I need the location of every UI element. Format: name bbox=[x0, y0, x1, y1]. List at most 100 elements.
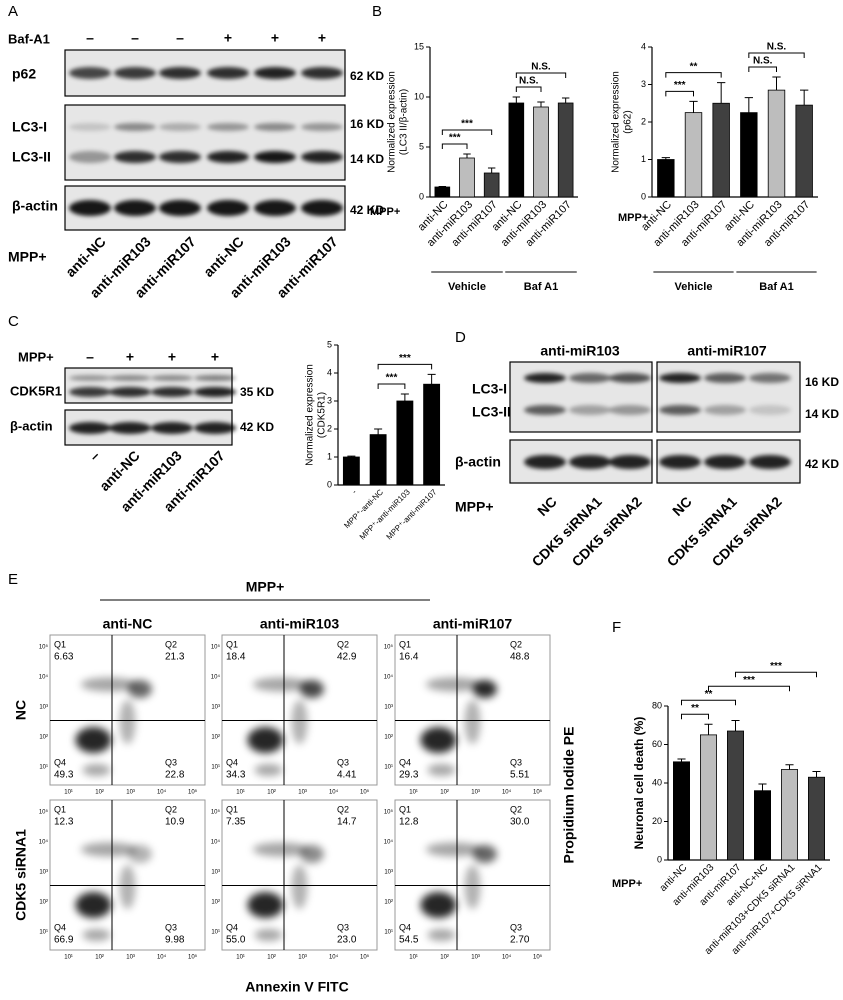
blot-frame bbox=[509, 361, 653, 433]
quadrant-value: 34.3 bbox=[226, 770, 246, 781]
band bbox=[524, 373, 566, 383]
blot-bands bbox=[69, 422, 236, 434]
density-blob bbox=[472, 845, 497, 863]
y-tick-label: 10¹ bbox=[384, 930, 393, 936]
band bbox=[301, 200, 343, 216]
lane-prefix: MPP+ bbox=[455, 499, 494, 515]
significance-bracket bbox=[515, 72, 567, 78]
y-tick-label: 10¹ bbox=[211, 930, 220, 936]
quadrant-name: Q4 bbox=[54, 922, 66, 932]
y-tick-label: 20 bbox=[652, 816, 662, 826]
quadrant-name: Q2 bbox=[165, 639, 177, 649]
band bbox=[569, 455, 611, 469]
quadrant-value: 21.3 bbox=[165, 652, 185, 663]
error-bar bbox=[438, 186, 447, 187]
quadrant-name: Q3 bbox=[337, 757, 349, 767]
density-blob bbox=[119, 865, 136, 909]
band bbox=[569, 405, 611, 415]
significance-label: *** bbox=[770, 661, 782, 672]
size-label: 35 KD bbox=[240, 385, 274, 399]
density bbox=[247, 842, 324, 941]
density-blob bbox=[299, 845, 324, 863]
band bbox=[609, 405, 651, 415]
y-tick-label: 10⁴ bbox=[39, 839, 49, 846]
band bbox=[609, 373, 651, 383]
bar bbox=[508, 102, 525, 198]
quadrant-value: 9.98 bbox=[165, 935, 185, 946]
quadrant-value: 14.7 bbox=[337, 817, 357, 828]
x-tick-label: 10⁵ bbox=[188, 789, 198, 796]
significance-label: *** bbox=[399, 353, 411, 364]
band-label: LC3-I bbox=[472, 381, 507, 397]
x-tick-label: 10⁴ bbox=[502, 954, 512, 961]
bar bbox=[740, 112, 758, 198]
significance-bracket bbox=[377, 363, 433, 370]
quadrant-name: Q4 bbox=[399, 757, 411, 767]
band bbox=[659, 405, 701, 415]
significance-bracket bbox=[681, 699, 736, 706]
error-bar bbox=[463, 153, 471, 158]
y-axis-label: Normalized expression bbox=[305, 364, 316, 466]
y-tick-label: 2 bbox=[327, 423, 332, 433]
band bbox=[194, 375, 236, 381]
quadrant-value: 23.0 bbox=[337, 935, 357, 946]
prefix-label: MPP+ bbox=[618, 212, 648, 224]
quadrant-name: Q1 bbox=[399, 804, 411, 814]
band bbox=[194, 422, 236, 434]
y-tick-label: 10⁴ bbox=[39, 674, 49, 681]
quadrant-name: Q3 bbox=[165, 757, 177, 767]
error-bar bbox=[731, 719, 740, 732]
x-tick-label: 10⁵ bbox=[360, 789, 370, 796]
x-tick-label: 10³ bbox=[298, 790, 307, 796]
band bbox=[207, 123, 249, 131]
y-tick-label: 10⁵ bbox=[211, 809, 221, 816]
size-label: 42 KD bbox=[240, 420, 274, 434]
significance-bracket bbox=[748, 52, 805, 58]
band bbox=[114, 151, 156, 163]
significance-label: *** bbox=[743, 675, 755, 686]
quadrant-name: Q4 bbox=[399, 922, 411, 932]
treatment-sign: – bbox=[86, 349, 94, 365]
lane-label: NC bbox=[534, 493, 560, 519]
x-tick-label: 10⁵ bbox=[188, 954, 198, 961]
quadrant-value: 4.41 bbox=[337, 770, 357, 781]
y-tick-label: 10⁵ bbox=[211, 644, 221, 651]
band bbox=[69, 123, 111, 131]
bar bbox=[781, 769, 799, 861]
panel-letter: F bbox=[612, 619, 621, 636]
y-tick-label: 0 bbox=[327, 479, 332, 489]
quadrant-name: Q2 bbox=[510, 804, 522, 814]
treatment-label: MPP+ bbox=[18, 349, 54, 364]
density-blob bbox=[247, 727, 284, 753]
row-label: CDK5 siRNA1 bbox=[13, 829, 29, 921]
x-tick-label: 10⁴ bbox=[329, 954, 339, 961]
y-tick-label: 10⁴ bbox=[384, 674, 394, 681]
x-tick-label: - bbox=[350, 487, 358, 495]
band bbox=[151, 387, 193, 397]
y-tick-label: 3 bbox=[327, 395, 332, 405]
x-tick-label: 10¹ bbox=[64, 955, 73, 961]
quadrant-value: 42.9 bbox=[337, 652, 357, 663]
band bbox=[69, 375, 111, 381]
significance-bracket bbox=[681, 713, 709, 720]
y-tick-label: 10² bbox=[39, 900, 48, 906]
error-bar bbox=[689, 100, 698, 113]
lane-label: – bbox=[86, 447, 103, 464]
panel-letter: E bbox=[8, 571, 18, 588]
density bbox=[75, 842, 152, 941]
y-tick-label: 4 bbox=[641, 41, 646, 51]
band-label: LC3-II bbox=[472, 404, 511, 420]
error-bar bbox=[400, 393, 409, 401]
band-label: CDK5R1 bbox=[10, 383, 62, 398]
density-blob bbox=[254, 929, 283, 941]
band bbox=[301, 67, 343, 79]
band bbox=[159, 200, 201, 216]
bar bbox=[396, 400, 414, 486]
y-tick-label: 10¹ bbox=[384, 765, 393, 771]
density-blob bbox=[472, 680, 497, 698]
quadrant-value: 48.8 bbox=[510, 652, 530, 663]
size-label: 42 KD bbox=[805, 457, 839, 471]
bar bbox=[795, 104, 813, 198]
error-bar bbox=[717, 82, 726, 104]
column-label: anti-NC bbox=[103, 616, 153, 632]
